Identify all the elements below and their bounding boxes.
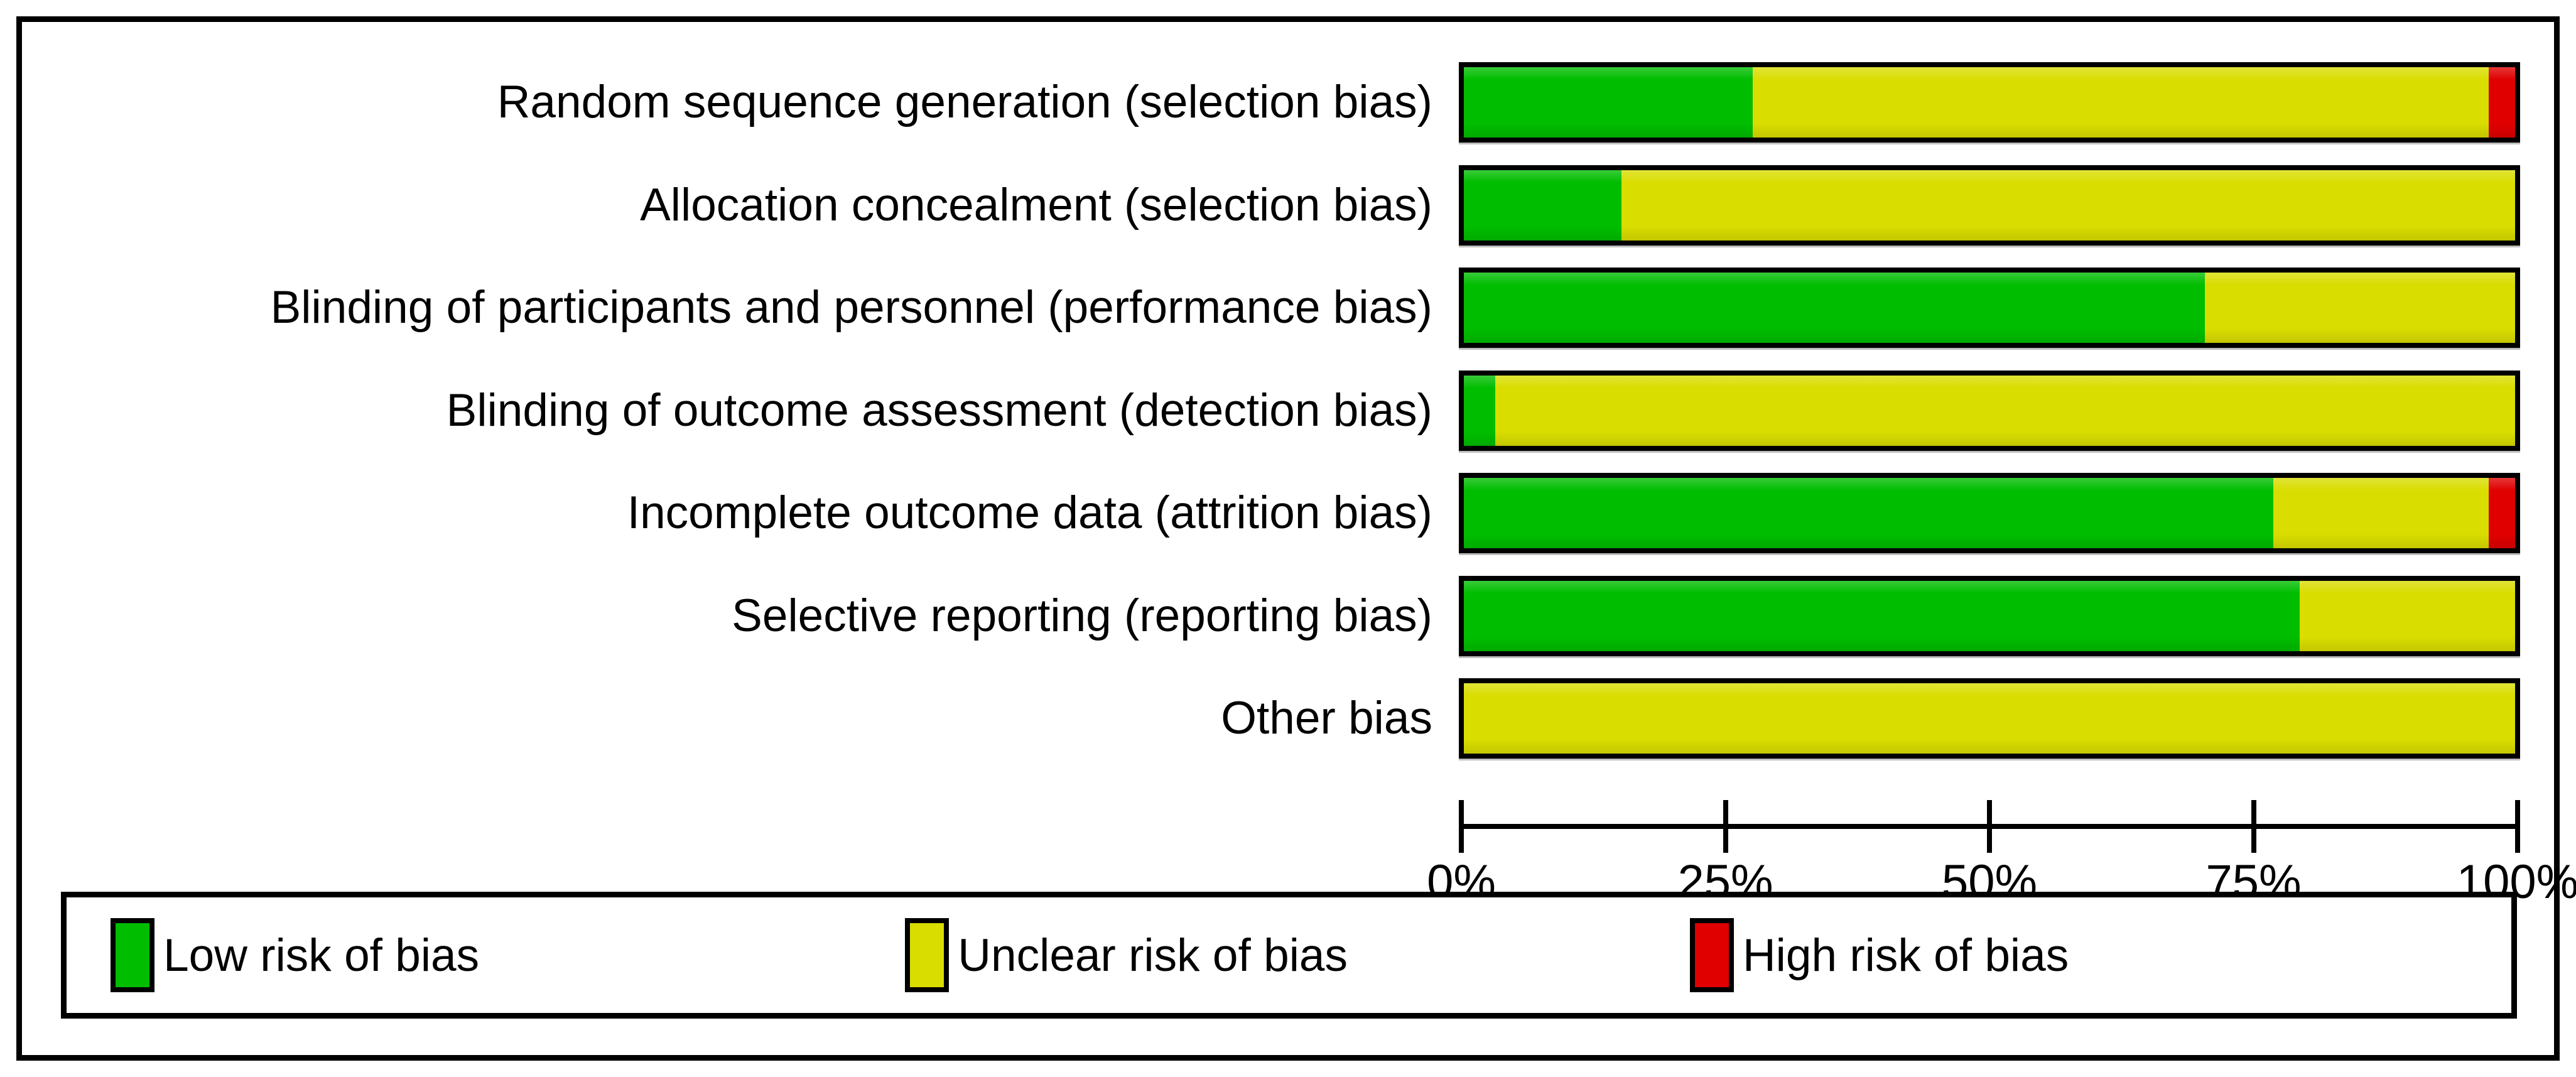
axis-tick — [2251, 800, 2256, 853]
bar-segment-high_risk — [2489, 478, 2515, 548]
legend-label: Low risk of bias — [163, 929, 480, 981]
bar-segment-low_risk — [1464, 67, 1753, 138]
risk-row: Blinding of participants and personnel (… — [22, 268, 2554, 348]
legend-swatch-low_risk — [111, 918, 155, 992]
axis-tick — [1987, 800, 1992, 853]
stacked-bar — [1459, 62, 2520, 143]
legend-label: Unclear risk of bias — [958, 929, 1348, 981]
bar-segment-low_risk — [1464, 273, 2205, 343]
row-label: Random sequence generation (selection bi… — [497, 77, 1432, 127]
row-label: Other bias — [1221, 693, 1432, 744]
axis-tick — [2515, 800, 2520, 853]
bar-segment-high_risk — [2489, 67, 2515, 138]
risk-row: Other bias — [22, 678, 2554, 759]
legend-item: Unclear risk of bias — [905, 897, 1348, 1013]
figure-frame: Random sequence generation (selection bi… — [16, 16, 2576, 1061]
risk-row: Random sequence generation (selection bi… — [22, 62, 2554, 143]
row-label: Allocation concealment (selection bias) — [640, 179, 1432, 230]
bar-segment-low_risk — [1464, 375, 1496, 446]
risk-row: Selective reporting (reporting bias) — [22, 575, 2554, 656]
legend-swatch-high_risk — [1689, 918, 1734, 992]
row-label: Selective reporting (reporting bias) — [732, 590, 1432, 641]
bar-segment-unclear_risk — [1495, 375, 2515, 446]
axis-tick — [1459, 800, 1464, 853]
stacked-bar — [1459, 370, 2520, 451]
legend: Low risk of bias Unclear risk of bias High… — [61, 892, 2517, 1019]
risk-row: Allocation concealment (selection bias) — [22, 165, 2554, 246]
bar-segment-low_risk — [1464, 170, 1622, 241]
row-label: Blinding of outcome assessment (detectio… — [446, 384, 1432, 436]
legend-item: Low risk of bias — [111, 897, 479, 1013]
legend-label: High risk of bias — [1742, 929, 2069, 981]
bar-segment-unclear_risk — [2205, 273, 2515, 343]
bar-segment-low_risk — [1464, 580, 2300, 651]
stacked-bar — [1459, 575, 2520, 656]
bar-segment-unclear_risk — [1464, 683, 2515, 754]
bar-segment-low_risk — [1464, 478, 2273, 548]
bar-segment-unclear_risk — [2299, 580, 2515, 651]
risk-row: Incomplete outcome data (attrition bias) — [22, 473, 2554, 553]
legend-swatch-unclear_risk — [905, 918, 950, 992]
risk-row: Blinding of outcome assessment (detectio… — [22, 370, 2554, 451]
stacked-bar — [1459, 678, 2520, 759]
bar-segment-unclear_risk — [1621, 170, 2515, 241]
stacked-bar — [1459, 268, 2520, 348]
bar-segment-unclear_risk — [2273, 478, 2489, 548]
stacked-bar — [1459, 165, 2520, 246]
row-label: Blinding of participants and personnel (… — [270, 282, 1432, 333]
bar-segment-unclear_risk — [1753, 67, 2489, 138]
stacked-bar — [1459, 473, 2520, 553]
legend-item: High risk of bias — [1689, 897, 2069, 1013]
row-label: Incomplete outcome data (attrition bias) — [627, 487, 1432, 538]
axis-tick — [1723, 800, 1728, 853]
